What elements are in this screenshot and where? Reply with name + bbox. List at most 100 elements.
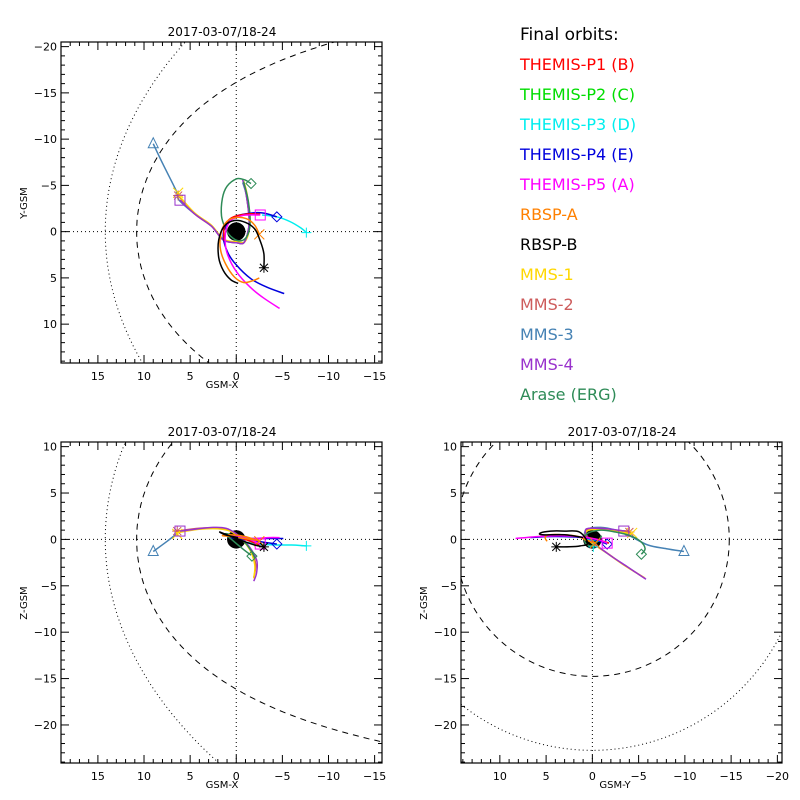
panel-xz-title: 2017-03-07/18-24 [168, 425, 277, 439]
y-tick-label: −20 [434, 719, 457, 732]
p3-end-marker [301, 227, 312, 238]
legend-entry-p1: THEMIS-P1 (B) [519, 55, 635, 74]
orbit-mms4 [584, 527, 647, 580]
x-tick-label: −5 [274, 770, 290, 783]
panel-yz-title: 2017-03-07/18-24 [568, 425, 677, 439]
bowshock-boundary [104, 42, 187, 363]
orbit-rbspa [221, 534, 260, 542]
x-tick-label: 5 [187, 370, 194, 383]
plot-frame [460, 441, 783, 764]
legend-entry-p4: THEMIS-P4 (E) [519, 145, 634, 164]
panel-yz-ylabel: Z-GSM [419, 586, 430, 619]
p5-end-marker [601, 537, 613, 549]
legend-entry-mms2: MMS-2 [520, 295, 574, 314]
mms4-end-marker [174, 194, 186, 206]
earth-icon [227, 222, 246, 241]
magnetopause-boundary [461, 442, 730, 677]
panel-xz-xlabel: GSM-X [206, 780, 239, 791]
legend-entry-mms1: MMS-1 [520, 265, 574, 284]
orbit-mms4 [179, 179, 250, 245]
legend-entry-rbspb: RBSP-B [520, 235, 577, 254]
x-tick-label: −15 [363, 370, 386, 383]
magnetopause-boundary [136, 42, 337, 363]
x-tick-label: 10 [493, 770, 507, 783]
y-tick-label: −15 [434, 673, 457, 686]
panel-xz-ylabel: Z-GSM [19, 586, 30, 619]
legend-entry-mms4: MMS-4 [520, 355, 574, 374]
mms2-end-marker [172, 526, 183, 537]
y-tick-label: −10 [434, 626, 457, 639]
plot-frame [60, 41, 383, 364]
mms2-end-marker [624, 526, 635, 537]
legend: Final orbits: THEMIS-P1 (B) THEMIS-P2 (C)… [519, 25, 636, 404]
y-tick-label: −5 [41, 580, 57, 593]
x-tick-label: −20 [766, 770, 789, 783]
x-tick-label: 5 [187, 770, 194, 783]
y-tick-label: 0 [50, 226, 57, 239]
p4-end-marker [271, 538, 283, 550]
orbit-rbspb [218, 531, 265, 548]
p5-end-marker [254, 209, 266, 221]
orbit-p3 [261, 214, 307, 234]
panel-xy-plot: 2017-03-07/18-24 GSM-X Y-GSM 15 10 5 0 −5 −10… [19, 25, 386, 391]
y-tick-label: −5 [41, 179, 57, 192]
x-tick-label: −5 [274, 370, 290, 383]
x-tick-label: −15 [720, 770, 743, 783]
y-tick-label: −20 [34, 41, 57, 54]
y-tick-label: 5 [50, 272, 57, 285]
x-tick-label: 0 [233, 770, 240, 783]
orbit-rbspb [217, 219, 265, 285]
panel-xy-title: 2017-03-07/18-24 [168, 25, 277, 39]
panel-xy-ylabel: Y-GSM [19, 187, 30, 220]
legend-entry-p5: THEMIS-P5 (A) [519, 175, 635, 194]
y-tick-label: 0 [50, 533, 57, 546]
x-tick-label: −15 [363, 770, 386, 783]
mms3-end-marker [678, 544, 690, 556]
x-tick-label: −10 [317, 770, 340, 783]
y-tick-label: −5 [441, 580, 457, 593]
erg-end-marker [635, 548, 648, 560]
legend-entry-mms3: MMS-3 [520, 325, 574, 344]
y-tick-label: −10 [34, 626, 57, 639]
x-tick-label: 15 [91, 370, 105, 383]
orbit-p5 [224, 214, 281, 310]
x-tick-label: 10 [137, 370, 151, 383]
x-tick-label: 0 [233, 370, 240, 383]
p5-end-marker [254, 538, 266, 550]
erg-end-marker [245, 177, 257, 190]
y-tick-label: −15 [34, 87, 57, 100]
legend-entry-erg: Arase (ERG) [520, 385, 617, 404]
panel-yz-xlabel: GSM-Y [599, 780, 631, 791]
y-tick-label: 5 [450, 487, 457, 500]
legend-title: Final orbits: [520, 25, 619, 45]
x-tick-label: −10 [673, 770, 696, 783]
mms4-end-marker [174, 525, 186, 537]
panel-xz-plot: 2017-03-07/18-24 GSM-X Z-GSM 15 10 5 0 −5 −10… [19, 425, 386, 791]
rbspb-end-marker [258, 262, 269, 273]
y-tick-label: 10 [43, 318, 57, 331]
p3-end-marker [301, 540, 312, 551]
x-tick-label: 0 [589, 770, 596, 783]
y-tick-label: 5 [50, 487, 57, 500]
orbit-mms4 [179, 526, 259, 582]
panel-yz-plot: 2017-03-07/18-24 GSM-Y Z-GSM 10 5 0 −5 −10 −1… [419, 425, 789, 791]
magnetopause-boundary [136, 442, 382, 743]
y-tick-label: −10 [34, 133, 57, 146]
mms3-end-marker [147, 136, 160, 149]
mms3-end-marker [147, 544, 160, 556]
legend-entry-p2: THEMIS-P2 (C) [519, 85, 635, 104]
bowshock-boundary [104, 442, 220, 763]
legend-entry-p3: THEMIS-P3 (D) [519, 115, 636, 134]
x-tick-label: 15 [91, 770, 105, 783]
x-tick-label: 5 [543, 770, 550, 783]
x-tick-label: −5 [631, 770, 647, 783]
plot-frame [60, 441, 383, 764]
y-tick-label: 10 [43, 441, 57, 454]
erg-end-marker [246, 550, 258, 562]
panel-xy-xlabel: GSM-X [206, 380, 239, 391]
p4-end-marker [271, 211, 283, 223]
orbit-rbspa [219, 216, 261, 284]
rbspa-end-marker [589, 537, 601, 549]
y-tick-label: 10 [443, 441, 457, 454]
